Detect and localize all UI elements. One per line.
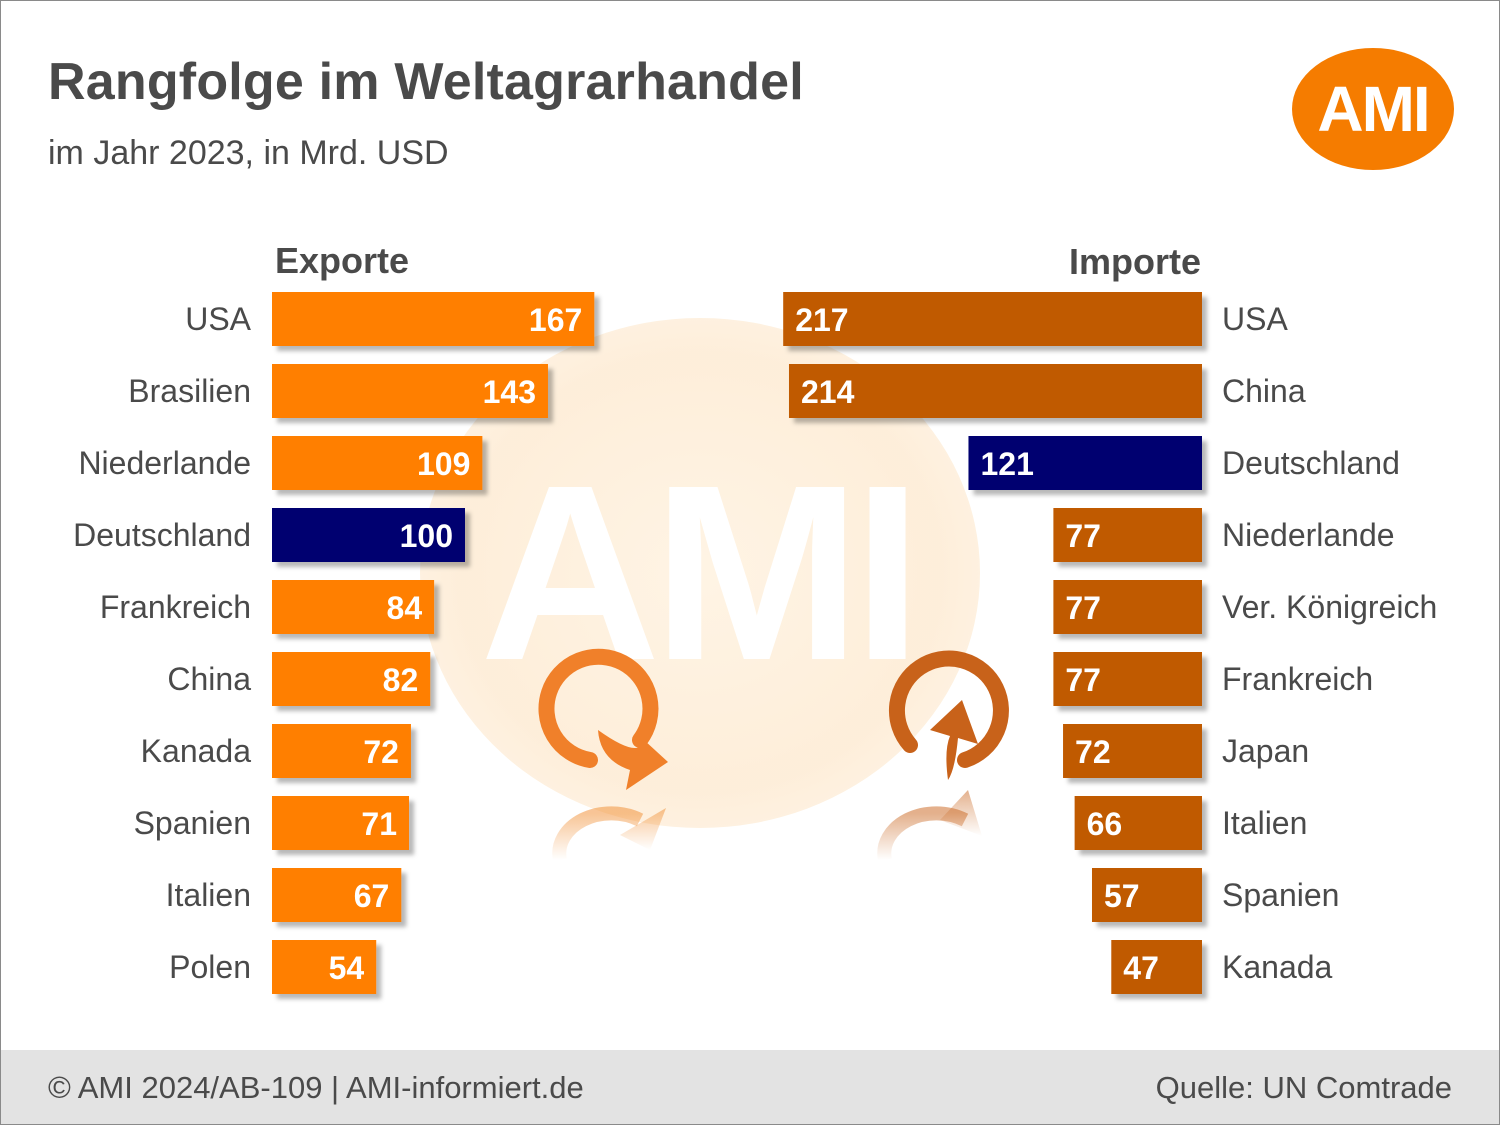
import-label-china: China	[1222, 373, 1306, 409]
export-label-usa: USA	[185, 301, 251, 337]
export-value-frankreich: 84	[387, 590, 423, 626]
export-bar-frankreich	[272, 580, 435, 634]
export-bar-brasilien	[272, 364, 548, 418]
export-label-china: China	[167, 661, 251, 697]
import-bar-japan	[1063, 724, 1202, 778]
export-label-spanien: Spanien	[134, 805, 251, 841]
import-bar-usa	[783, 292, 1202, 346]
export-value-spanien: 71	[361, 806, 397, 842]
import-label-frankreich: Frankreich	[1222, 661, 1373, 697]
export-label-polen: Polen	[169, 949, 251, 985]
export-label-niederlande: Niederlande	[78, 445, 251, 481]
export-value-italien: 67	[354, 878, 390, 914]
export-label-frankreich: Frankreich	[100, 589, 251, 625]
imports-heading: Importe	[1068, 241, 1201, 282]
footer: © AMI 2024/AB-109 | AMI-informiert.de Qu…	[1, 1050, 1499, 1124]
import-label-italien: Italien	[1222, 805, 1307, 841]
trade-bar-chart: 167 USA 143 Brasilien 109 Niederlande 100 Deuts…	[73, 292, 1437, 994]
import-bar-italien	[1074, 796, 1202, 850]
export-bar-china	[272, 652, 431, 706]
export-value-usa: 167	[529, 302, 582, 338]
import-value-ver-k-nigreich: 77	[1065, 590, 1101, 626]
export-value-brasilien: 143	[483, 374, 536, 410]
footer-copyright: © AMI 2024/AB-109 | AMI-informiert.de	[48, 1070, 584, 1105]
export-value-china: 82	[383, 662, 419, 698]
export-arrow-icon	[538, 648, 668, 862]
import-label-ver-k-nigreich: Ver. Königreich	[1222, 589, 1437, 625]
export-label-deutschland: Deutschland	[73, 517, 251, 553]
import-label-usa: USA	[1222, 301, 1288, 337]
export-label-brasilien: Brasilien	[128, 373, 251, 409]
export-bar-usa	[272, 292, 595, 346]
import-bar-china	[788, 364, 1202, 418]
exports-series: 167 USA 143 Brasilien 109 Niederlande 100 Deuts…	[73, 292, 595, 994]
import-label-spanien: Spanien	[1222, 877, 1339, 913]
import-value-china: 214	[801, 374, 855, 410]
export-bar-kanada	[272, 724, 411, 778]
import-arrow-icon	[877, 650, 1009, 862]
import-value-frankreich: 77	[1065, 662, 1101, 698]
import-bar-niederlande	[1053, 508, 1202, 562]
import-value-italien: 66	[1087, 806, 1123, 842]
export-value-deutschland: 100	[400, 518, 453, 554]
import-bar-spanien	[1091, 868, 1202, 922]
export-value-polen: 54	[329, 950, 365, 986]
chart-subtitle: im Jahr 2023, in Mrd. USD	[48, 134, 449, 172]
import-value-kanada: 47	[1123, 950, 1159, 986]
watermark-letters: AMI	[480, 433, 922, 712]
export-label-italien: Italien	[166, 877, 251, 913]
import-value-deutschland: 121	[980, 446, 1033, 482]
import-label-deutschland: Deutschland	[1222, 445, 1400, 481]
import-label-kanada: Kanada	[1222, 949, 1333, 985]
import-label-niederlande: Niederlande	[1222, 517, 1395, 553]
imports-series: 217 USA 214 China 121 Deutschland 77 Niederland…	[783, 292, 1437, 994]
export-value-niederlande: 109	[417, 446, 470, 482]
import-label-japan: Japan	[1222, 733, 1309, 769]
import-bar-kanada	[1111, 940, 1202, 994]
export-bar-spanien	[272, 796, 410, 850]
export-bar-italien	[272, 868, 402, 922]
export-bar-deutschland	[272, 508, 465, 562]
export-bar-niederlande	[272, 436, 483, 490]
ami-logo: AMI	[1292, 48, 1454, 170]
import-bar-frankreich	[1053, 652, 1202, 706]
import-value-japan: 72	[1075, 734, 1111, 770]
import-value-spanien: 57	[1104, 878, 1140, 914]
export-value-kanada: 72	[363, 734, 399, 770]
chart-title: Rangfolge im Weltagrarhandel	[48, 53, 804, 111]
export-bar-polen	[272, 940, 377, 994]
import-value-usa: 217	[795, 302, 848, 338]
footer-source: Quelle: UN Comtrade	[1155, 1070, 1452, 1105]
import-bar-deutschland	[968, 436, 1202, 490]
export-label-kanada: Kanada	[141, 733, 252, 769]
exports-heading: Exporte	[275, 240, 410, 281]
import-bar-ver-k-nigreich	[1053, 580, 1202, 634]
import-value-niederlande: 77	[1065, 518, 1101, 554]
